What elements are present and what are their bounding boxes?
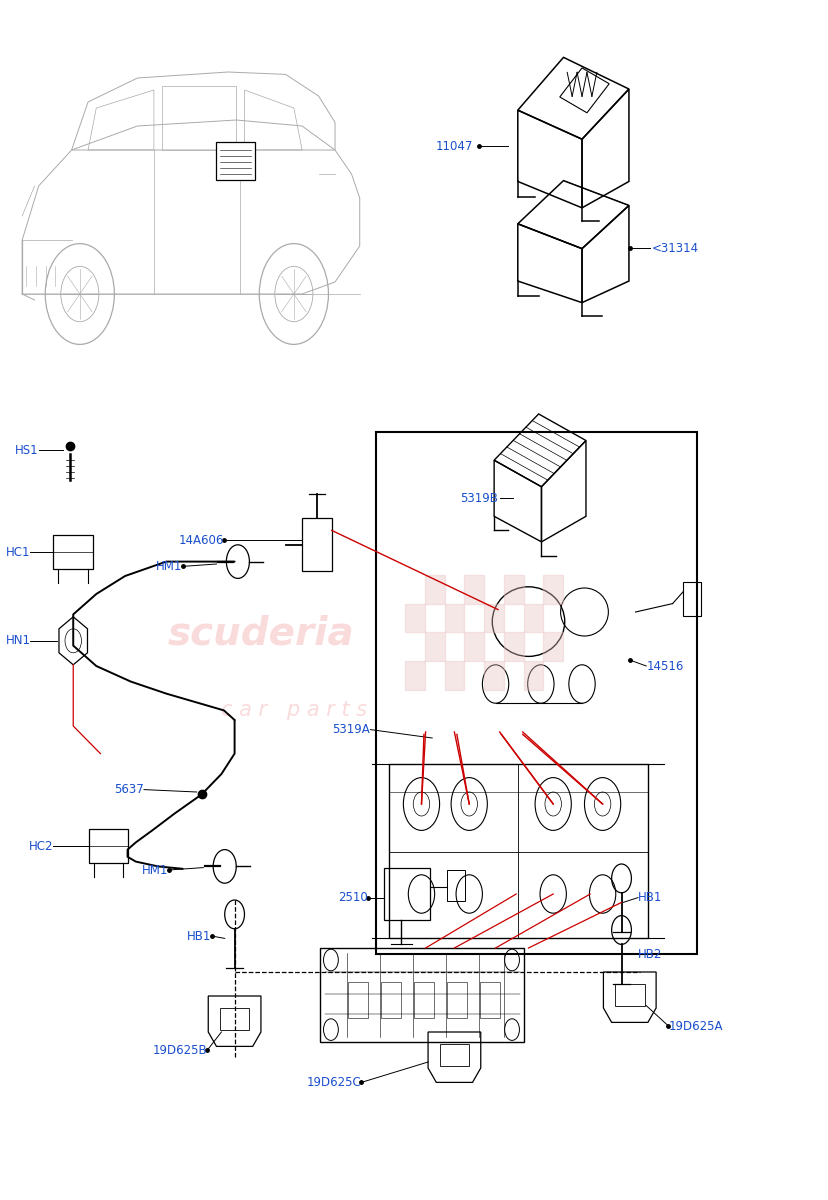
Bar bbox=[484, 604, 503, 632]
Bar bbox=[424, 632, 444, 661]
Text: HC1: HC1 bbox=[6, 546, 31, 558]
Bar bbox=[405, 604, 424, 632]
Bar bbox=[381, 982, 401, 1018]
Bar bbox=[542, 575, 562, 604]
Text: HB2: HB2 bbox=[638, 948, 662, 960]
Bar bbox=[376, 432, 696, 954]
Bar bbox=[503, 632, 523, 661]
Text: 2510: 2510 bbox=[338, 892, 368, 904]
Text: 5319B: 5319B bbox=[460, 492, 498, 504]
Bar bbox=[484, 661, 503, 690]
Text: c a r   p a r t s: c a r p a r t s bbox=[220, 701, 367, 720]
Bar bbox=[348, 982, 368, 1018]
Text: 5319A: 5319A bbox=[331, 724, 369, 736]
Bar bbox=[523, 604, 542, 632]
Text: scuderia: scuderia bbox=[167, 614, 354, 653]
Bar bbox=[219, 1008, 249, 1030]
Bar bbox=[424, 575, 444, 604]
Bar bbox=[523, 661, 542, 690]
Polygon shape bbox=[559, 68, 609, 113]
Text: HB1: HB1 bbox=[638, 892, 662, 904]
Bar bbox=[446, 870, 465, 901]
Text: 5637: 5637 bbox=[114, 784, 144, 796]
Bar bbox=[320, 948, 524, 1042]
Text: 19D625A: 19D625A bbox=[667, 1020, 722, 1032]
Bar bbox=[542, 632, 562, 661]
Text: 19D625C: 19D625C bbox=[306, 1076, 361, 1088]
Bar bbox=[89, 829, 128, 863]
Bar bbox=[439, 1044, 469, 1066]
Bar bbox=[614, 984, 644, 1006]
Text: 14A606: 14A606 bbox=[178, 534, 224, 546]
Bar bbox=[464, 632, 484, 661]
Bar bbox=[388, 764, 647, 938]
Text: HC2: HC2 bbox=[29, 840, 54, 852]
Bar bbox=[682, 582, 700, 616]
Text: 11047: 11047 bbox=[436, 140, 473, 152]
Text: HS1: HS1 bbox=[15, 444, 39, 456]
Text: 19D625B: 19D625B bbox=[152, 1044, 207, 1056]
Bar bbox=[413, 982, 433, 1018]
Bar bbox=[215, 142, 255, 180]
Bar bbox=[384, 868, 429, 920]
Text: HM1: HM1 bbox=[142, 864, 169, 876]
Bar bbox=[446, 982, 466, 1018]
Text: HM1: HM1 bbox=[156, 560, 182, 572]
Bar bbox=[301, 518, 331, 571]
Text: HB1: HB1 bbox=[187, 930, 211, 942]
Bar bbox=[464, 575, 484, 604]
Bar bbox=[54, 535, 93, 569]
Text: <31314: <31314 bbox=[651, 242, 698, 254]
Text: 14516: 14516 bbox=[646, 660, 683, 672]
Bar bbox=[444, 661, 464, 690]
Bar bbox=[444, 604, 464, 632]
Bar bbox=[503, 575, 523, 604]
Bar bbox=[405, 661, 424, 690]
Bar bbox=[479, 982, 499, 1018]
Text: HN1: HN1 bbox=[6, 635, 31, 647]
